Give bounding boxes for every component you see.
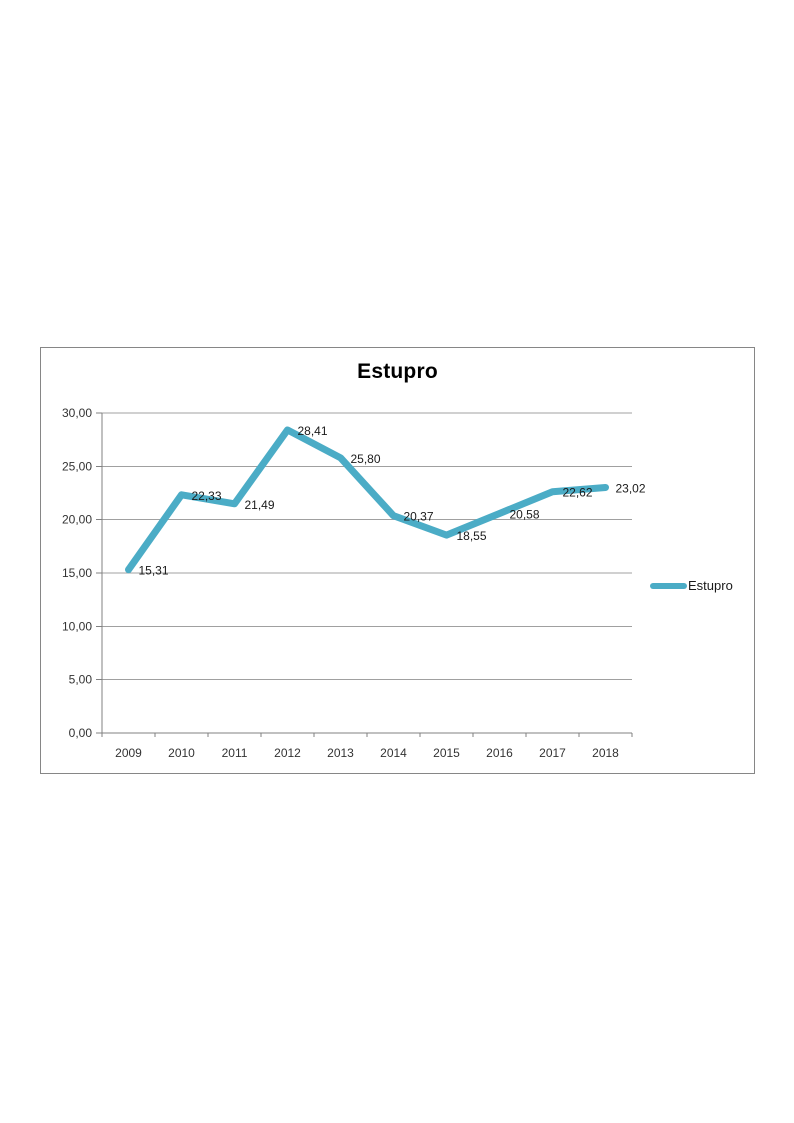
legend: Estupro — [650, 578, 733, 593]
x-tick-label: 2015 — [433, 746, 460, 760]
legend-label: Estupro — [688, 578, 733, 593]
chart-frame: Estupro 0,00 5,00 10,00 15,00 20,00 25,00 30,0… — [40, 347, 755, 774]
legend-line-swatch — [650, 582, 687, 589]
plot-svg: 0,00 5,00 10,00 15,00 20,00 25,00 30,00 2009 201… — [62, 406, 646, 760]
y-tick-label: 30,00 — [62, 406, 92, 420]
series-line — [125, 426, 609, 574]
x-tick-label: 2009 — [115, 746, 142, 760]
y-tick-label: 5,00 — [69, 673, 93, 687]
x-tick-label: 2011 — [222, 746, 248, 760]
data-label: 23,02 — [616, 481, 646, 495]
y-tick-label: 20,00 — [62, 513, 92, 527]
y-tick-label: 0,00 — [69, 726, 93, 740]
data-label: 22,62 — [563, 486, 593, 500]
x-tick-label: 2017 — [539, 746, 566, 760]
data-label: 20,37 — [404, 510, 434, 524]
chart-title: Estupro — [357, 360, 438, 383]
x-tick-label: 2010 — [168, 746, 195, 760]
data-label: 22,33 — [192, 489, 222, 503]
data-label: 28,41 — [298, 424, 328, 438]
x-tick-label: 2014 — [380, 746, 407, 760]
data-label: 21,49 — [245, 498, 275, 512]
data-label: 20,58 — [510, 507, 540, 521]
data-label: 25,80 — [351, 452, 381, 466]
y-tick-label: 15,00 — [62, 566, 92, 580]
data-label: 18,55 — [457, 529, 487, 543]
data-label: 15,31 — [139, 564, 169, 578]
y-tick-label: 25,00 — [62, 459, 92, 473]
y-tick-label: 10,00 — [62, 619, 92, 633]
x-tick-label: 2012 — [274, 746, 301, 760]
x-tick-label: 2013 — [327, 746, 354, 760]
x-tick-label: 2018 — [592, 746, 619, 760]
x-tick-label: 2016 — [486, 746, 513, 760]
